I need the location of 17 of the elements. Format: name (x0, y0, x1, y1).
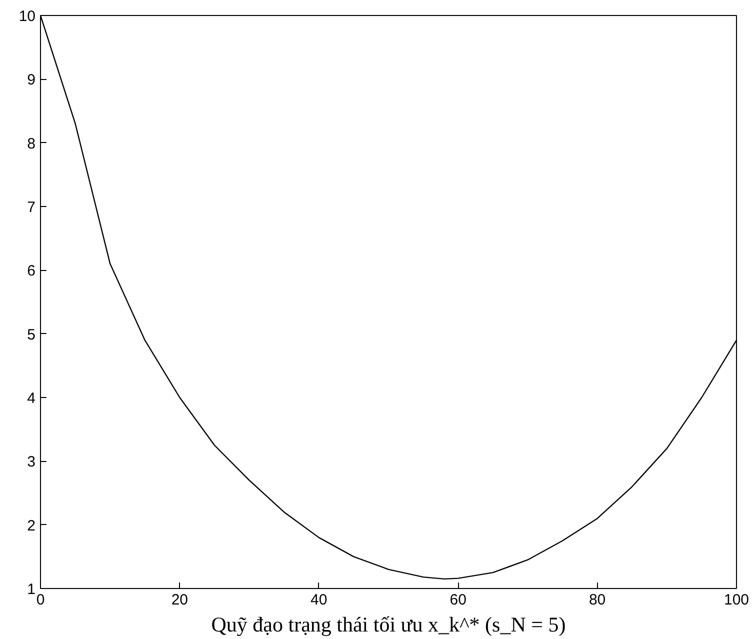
x-tick-label: 0 (36, 592, 45, 608)
x-tick-label: 40 (310, 592, 328, 608)
y-tick-label: 10 (18, 8, 36, 25)
x-tick-label: 20 (171, 592, 188, 608)
y-tick-label: 5 (27, 326, 36, 344)
y-tick-label: 4 (27, 390, 36, 407)
y-tick-label: 6 (27, 262, 36, 280)
y-tick-label: 2 (27, 517, 36, 534)
x-tick-label: 60 (450, 592, 466, 608)
y-tick-label: 7 (27, 199, 36, 216)
y-tick-label: 9 (27, 72, 36, 89)
x-axis-title: Quỹ đạo trạng thái tối ưu x_k^* (s_N = 5) (211, 612, 566, 636)
x-tick-label: 80 (588, 592, 606, 608)
y-tick-label: 8 (27, 135, 36, 152)
x-tick-label: 100 (724, 592, 750, 608)
y-tick-label: 3 (27, 454, 36, 471)
y-tick-label: 1 (27, 581, 36, 598)
